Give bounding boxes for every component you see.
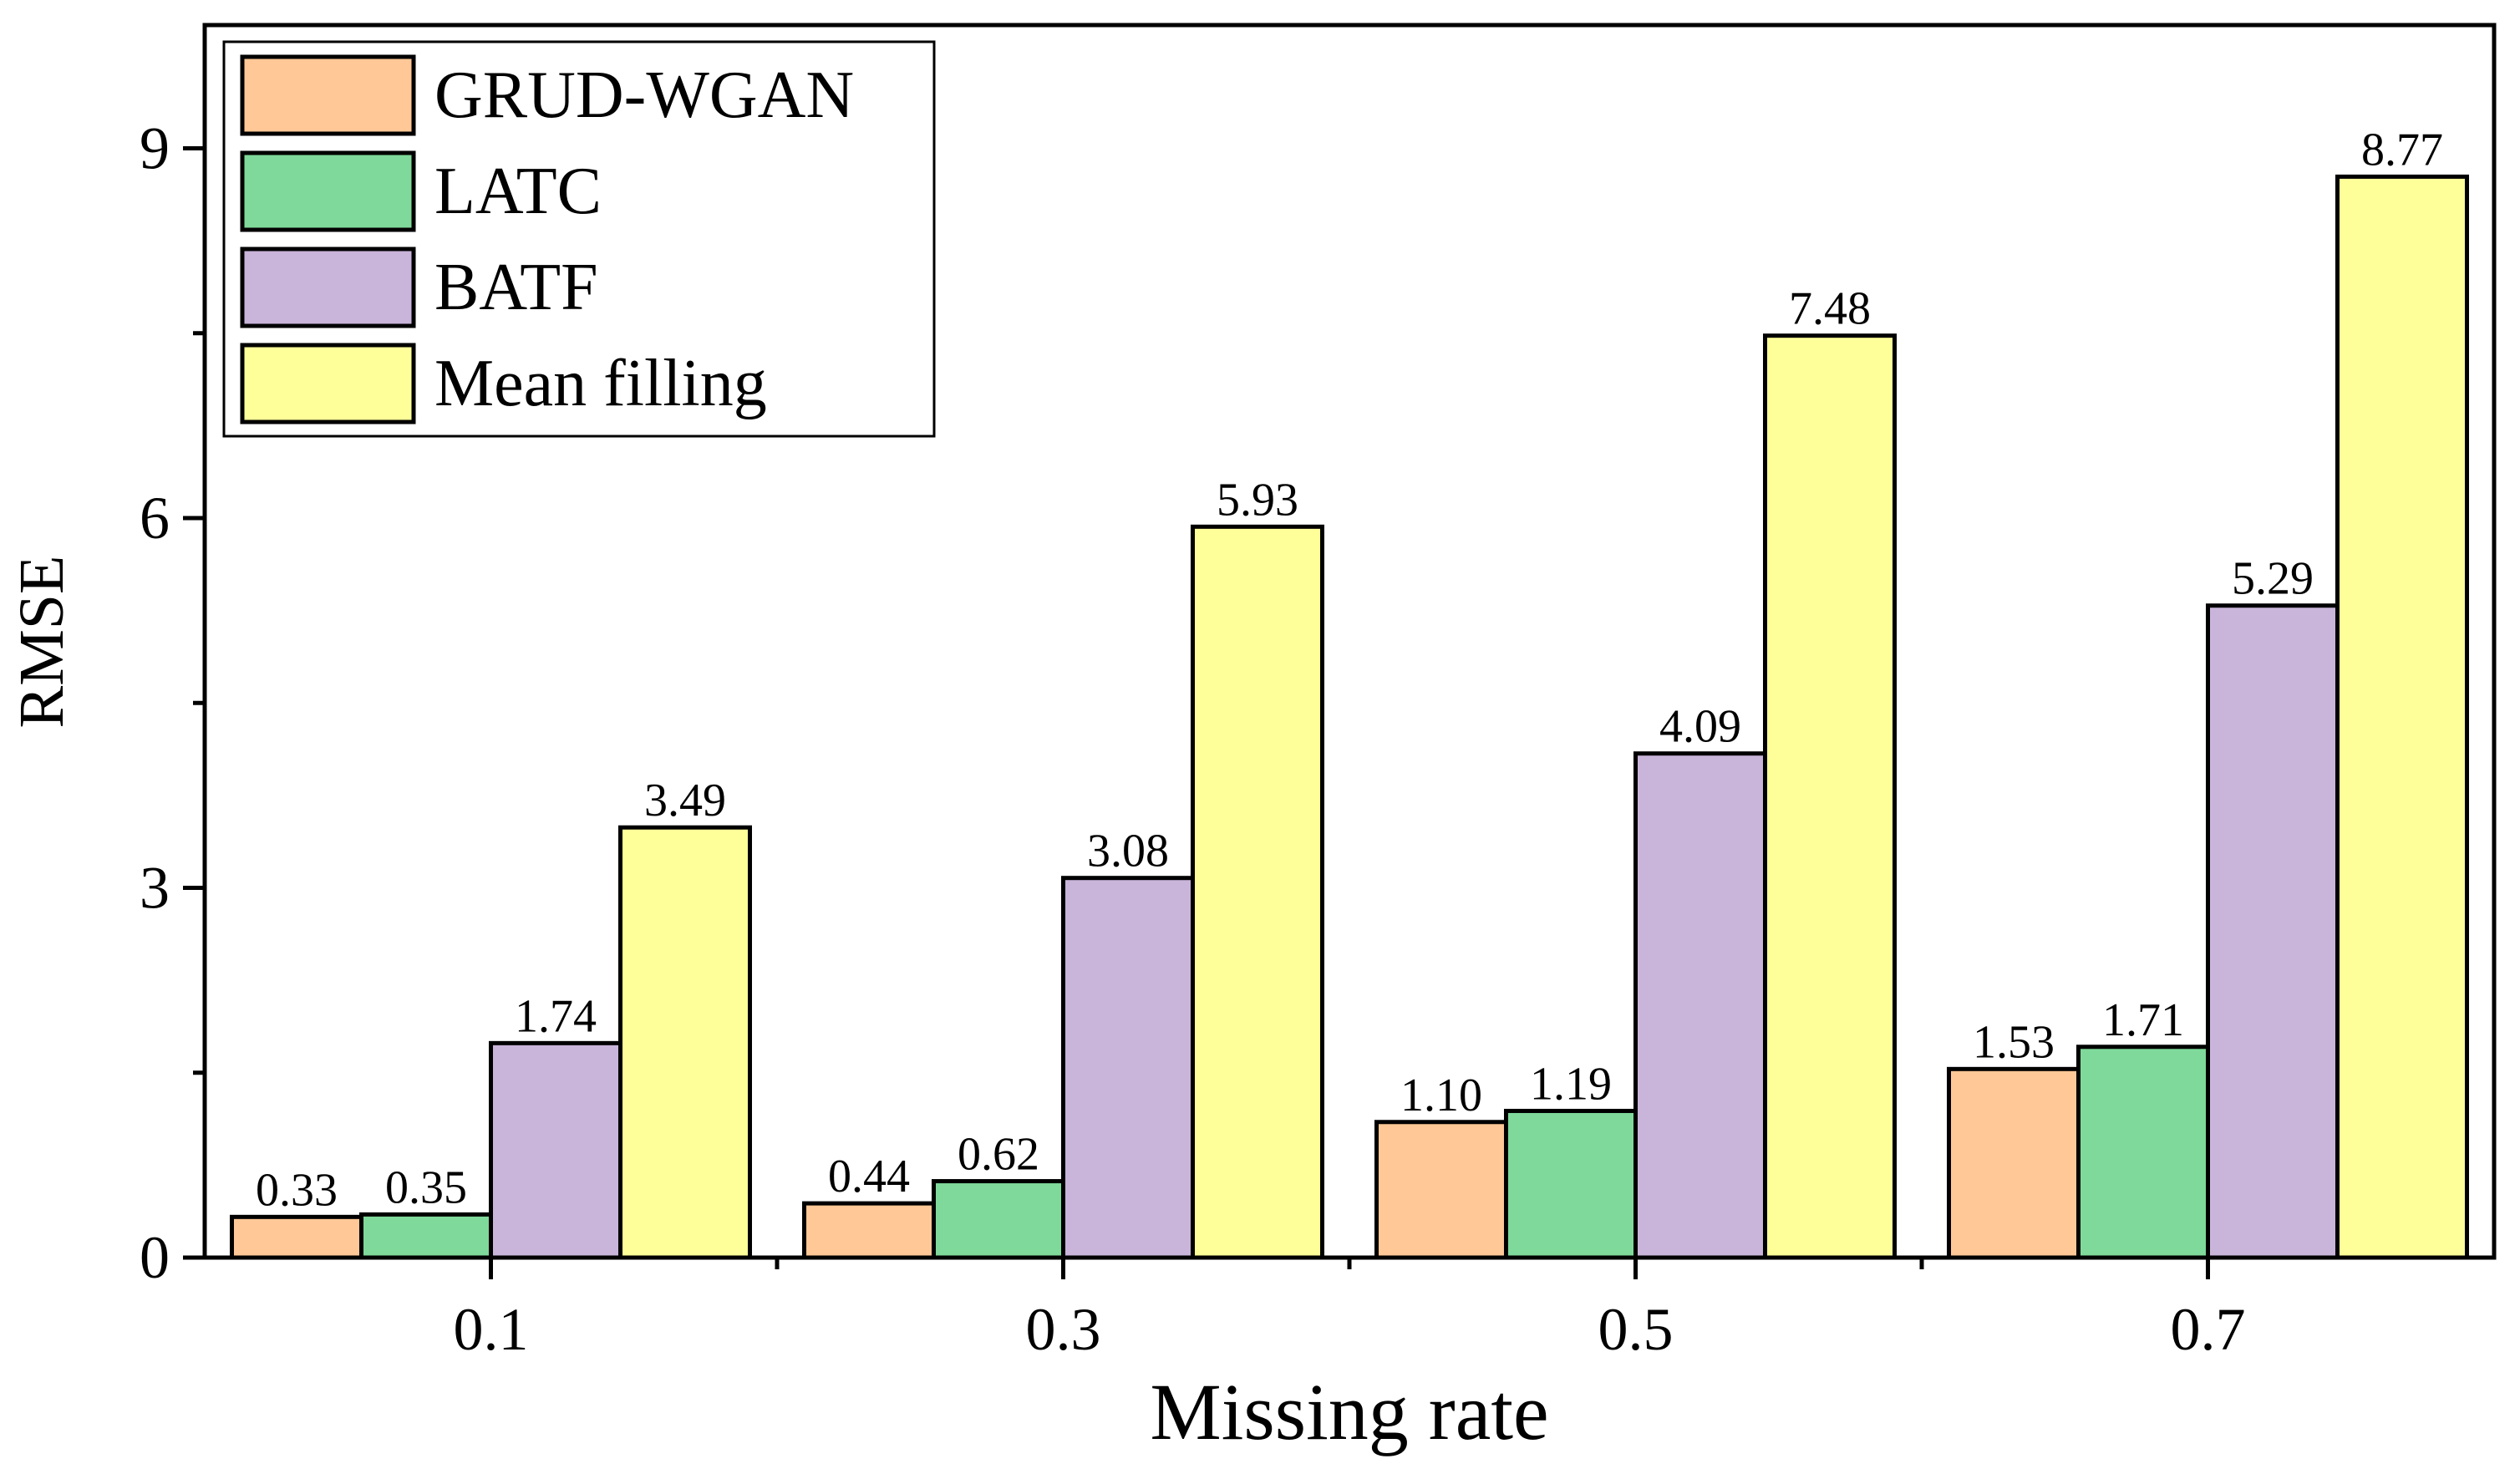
data-label: 3.08 (1087, 826, 1169, 877)
data-label: 3.49 (644, 775, 726, 826)
bar-mean-filling-0.5 (1763, 333, 1897, 1260)
y-tick-label: 9 (140, 115, 170, 182)
data-label: 0.33 (256, 1164, 338, 1216)
bar-latc-0.3 (932, 1179, 1065, 1260)
data-label: 0.62 (958, 1129, 1039, 1181)
bar-latc-0.5 (1504, 1108, 1638, 1260)
x-axis-title: Missing rate (1150, 1367, 1548, 1456)
bar-grud-wgan-0.5 (1374, 1120, 1508, 1260)
data-label: 1.71 (2102, 994, 2184, 1046)
bar-grud-wgan-0.3 (802, 1201, 936, 1260)
x-axis: 0.1 0.3 0.5 0.7 (454, 1258, 2246, 1363)
y-tick-label: 3 (140, 855, 170, 922)
legend-swatch-latc (240, 150, 416, 232)
bar-latc-0.7 (2076, 1045, 2210, 1260)
data-labels-layer: 0.33 0.35 1.74 3.49 0.44 0.62 3.08 5.93 1.10 1.19… (256, 124, 2443, 1216)
bar-mean-filling-0.3 (1191, 524, 1324, 1260)
bar-batf-0.3 (1061, 876, 1195, 1260)
bar-mean-filling-0.1 (618, 825, 752, 1260)
legend-label: BATF (434, 251, 598, 324)
data-label: 5.29 (2232, 553, 2314, 605)
legend-label: Mean filling (434, 347, 767, 420)
data-label: 1.10 (1400, 1070, 1482, 1121)
data-label: 7.48 (1789, 283, 1871, 335)
legend-swatch-batf (240, 247, 416, 328)
bar-latc-0.1 (359, 1212, 493, 1260)
x-tick-label: 0.7 (2171, 1296, 2246, 1363)
x-tick-label: 0.5 (1598, 1296, 1674, 1363)
data-label: 1.74 (515, 990, 597, 1042)
legend-swatch-mean-filling (240, 343, 416, 424)
bar-batf-0.5 (1633, 751, 1767, 1260)
legend-label: GRUD-WGAN (434, 58, 854, 132)
data-label: 8.77 (2361, 124, 2443, 175)
x-tick-label: 0.1 (454, 1296, 529, 1363)
legend-label: LATC (434, 155, 602, 228)
bars-layer (230, 174, 2469, 1260)
bar-mean-filling-0.7 (2335, 174, 2469, 1260)
bar-batf-0.7 (2206, 603, 2340, 1260)
bar-batf-0.1 (489, 1040, 622, 1260)
data-label: 0.35 (385, 1161, 467, 1213)
data-label: 4.09 (1659, 701, 1741, 753)
data-label: 5.93 (1217, 474, 1298, 526)
data-label: 1.19 (1530, 1058, 1612, 1110)
y-axis: 0 3 6 9 (140, 115, 205, 1291)
legend-swatch-grud-wgan (240, 54, 416, 136)
data-label: 1.53 (1973, 1016, 2055, 1068)
bar-grud-wgan-0.7 (1947, 1066, 2081, 1260)
bar-grud-wgan-0.1 (230, 1214, 363, 1260)
y-tick-label: 0 (140, 1224, 170, 1291)
x-tick-label: 0.3 (1026, 1296, 1101, 1363)
data-label: 0.44 (828, 1151, 910, 1202)
y-tick-label: 6 (140, 485, 170, 552)
legend: GRUD-WGAN LATC BATF Mean filling (222, 40, 936, 438)
y-axis-title: RMSE (7, 556, 77, 729)
